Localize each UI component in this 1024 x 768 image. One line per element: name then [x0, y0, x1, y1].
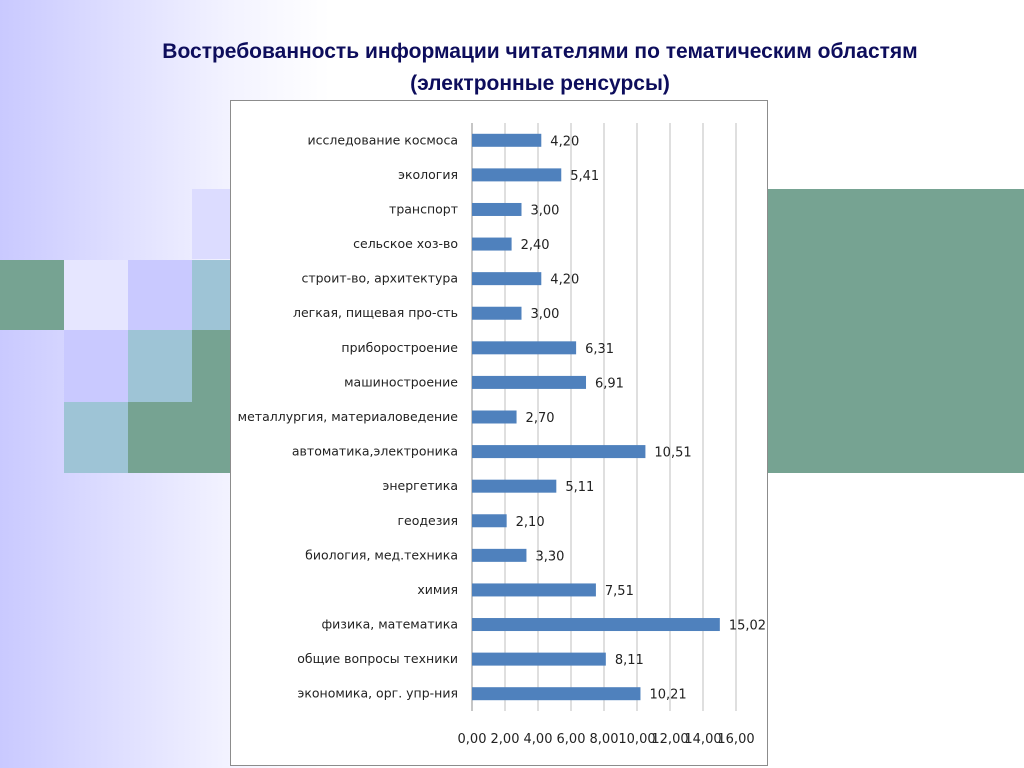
- category-label: биология, мед.техника: [305, 547, 458, 562]
- deco-square: [64, 402, 128, 473]
- value-label: 3,30: [535, 549, 564, 564]
- value-label: 6,31: [585, 342, 614, 357]
- value-label: 15,02: [729, 619, 766, 634]
- category-label: легкая, пищевая про-сть: [293, 305, 458, 320]
- value-label: 4,20: [550, 134, 579, 149]
- deco-square: [0, 260, 64, 330]
- bar: [472, 341, 577, 355]
- category-label: экология: [398, 167, 458, 182]
- value-label: 3,00: [531, 203, 560, 218]
- value-label: 2,40: [521, 238, 550, 253]
- category-label: транспорт: [389, 201, 458, 216]
- category-label: геодезия: [397, 513, 458, 528]
- value-label: 3,00: [531, 307, 560, 322]
- bar: [472, 618, 720, 632]
- bar: [472, 375, 587, 389]
- x-tick-label: 8,00: [590, 732, 619, 747]
- x-tick-label: 16,00: [717, 732, 754, 747]
- bar: [472, 687, 641, 701]
- deco-square: [128, 330, 192, 402]
- category-label: химия: [417, 582, 458, 597]
- bar: [472, 168, 562, 182]
- deco-square: [128, 260, 192, 330]
- slide-title-line2: (электронные ренсурсы): [410, 72, 670, 95]
- category-label: энергетика: [382, 478, 458, 493]
- x-tick-label: 4,00: [524, 732, 553, 747]
- x-tick-label: 2,00: [491, 732, 520, 747]
- bar: [472, 548, 527, 562]
- bar: [472, 514, 507, 528]
- x-tick-label: 14,00: [684, 732, 721, 747]
- x-tick-label: 10,00: [618, 732, 655, 747]
- value-label: 2,70: [526, 411, 555, 426]
- bar: [472, 237, 512, 251]
- value-label: 4,20: [550, 273, 579, 288]
- category-label: автоматика,электроника: [292, 444, 458, 459]
- category-label: экономика, орг. упр-ния: [297, 686, 458, 701]
- category-label: общие вопросы техники: [297, 651, 458, 666]
- category-label: строит-во, архитектура: [301, 271, 458, 286]
- bar: [472, 479, 557, 493]
- category-label: машиностроение: [344, 374, 458, 389]
- bar: [472, 272, 542, 286]
- deco-square: [64, 260, 128, 330]
- category-label: исследование космоса: [307, 132, 458, 147]
- bar: [472, 133, 542, 147]
- chart-frame: 0,00 2,00 4,00 6,00 8,00 10,00 12,00 14,00 16,00…: [230, 100, 768, 766]
- category-label: приборостроение: [341, 340, 458, 355]
- value-label: 8,11: [615, 653, 644, 668]
- slide-title: Востребованность информации читателями п…: [60, 36, 1020, 100]
- value-label: 5,11: [565, 480, 594, 495]
- value-label: 2,10: [516, 515, 545, 530]
- value-label: 5,41: [570, 169, 599, 184]
- bar: [472, 306, 522, 320]
- value-label: 7,51: [605, 584, 634, 599]
- x-tick-label: 0,00: [458, 732, 487, 747]
- bar: [472, 445, 646, 459]
- bar: [472, 652, 606, 666]
- bar-chart: 0,00 2,00 4,00 6,00 8,00 10,0012,0014,0016,00…: [238, 123, 766, 747]
- value-label: 6,91: [595, 376, 624, 391]
- category-label: сельское хоз-во: [353, 236, 458, 251]
- x-tick-label: 12,00: [651, 732, 688, 747]
- x-tick-label: 6,00: [557, 732, 586, 747]
- slide-title-line1: Востребованность информации читателями п…: [162, 40, 918, 63]
- value-label: 10,51: [654, 446, 691, 461]
- deco-band-right: [766, 189, 1024, 473]
- value-label: 10,21: [649, 688, 686, 703]
- category-label: физика, математика: [321, 617, 458, 632]
- bar: [472, 202, 522, 216]
- bar: [472, 410, 517, 424]
- category-label: металлургия, материаловедение: [238, 409, 459, 424]
- bar: [472, 583, 596, 597]
- deco-square: [64, 330, 128, 402]
